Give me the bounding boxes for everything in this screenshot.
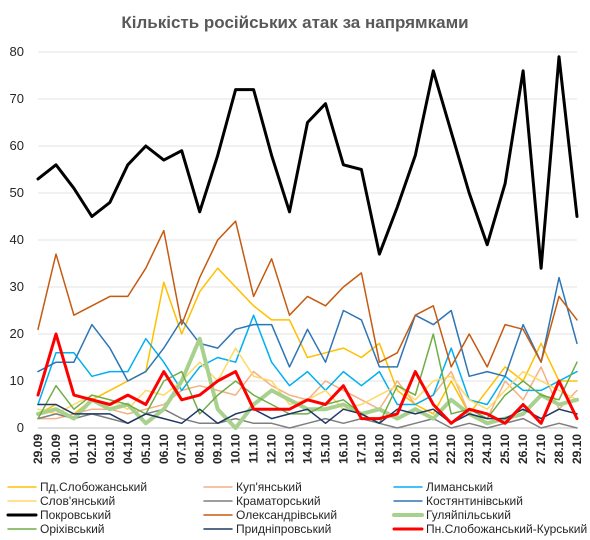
legend-label: Оріхівський [40,522,105,536]
x-tick-label: 15.10 [318,434,332,464]
x-tick-label: 02.10 [85,434,99,464]
x-tick-label: 06.10 [157,434,171,464]
legend-item: Пд.Слобожанський [7,480,147,494]
series-line-12 [36,332,579,425]
x-tick-label: 30.09 [49,434,63,464]
x-tick-label: 03.10 [103,434,117,464]
legend-label: Лиманський [426,480,493,494]
x-tick-label: 14.10 [301,434,315,464]
legend-item: Оріхівський [7,522,105,536]
legend-label: Пн.Слобожанський-Курський [426,522,587,536]
y-tick-label: 20 [10,326,24,341]
chart-title: Кількість російських атак за напрямками [121,13,468,32]
legend-label: Пд.Слобожанський [40,480,147,494]
legend-label: Придніпровський [236,522,331,536]
x-tick-label: 11.10 [247,434,261,464]
legend-label: Костянтинівський [426,494,523,508]
y-tick-label: 30 [10,279,24,294]
legend-label: Куп'янський [236,480,302,494]
x-tick-label: 27.10 [534,434,548,464]
series-line-7 [36,55,579,270]
legend-item: Куп'янський [203,480,302,494]
legend-item: Пн.Слобожанський-Курський [392,522,587,536]
x-tick-label: 05.10 [139,434,153,464]
legend-item: Покровський [6,508,111,522]
legend-label: Краматорський [236,494,321,508]
x-tick-label: 26.10 [516,434,530,464]
legend-item: Олександрівський [203,508,337,522]
x-tick-label: 04.10 [121,434,135,464]
legend-item: Костянтинівський [393,494,523,508]
x-tick-label: 23.10 [462,434,476,464]
series-line-8 [37,220,578,368]
legend-label: Слов'янський [40,494,115,508]
legend-label: Олександрівський [236,508,337,522]
y-tick-label: 40 [10,232,24,247]
x-tick-label: 25.10 [498,434,512,464]
y-tick-label: 80 [10,44,24,59]
y-tick-label: 0 [17,420,24,435]
legend-item: Придніпровський [203,522,331,536]
x-tick-label: 07.10 [175,434,189,464]
series-line-6 [37,276,578,382]
x-tick-label: 19.10 [390,434,404,464]
series-lines [36,55,579,430]
x-tick-label: 24.10 [480,434,494,464]
series-line-11 [37,403,578,425]
x-tick-label: 21.10 [426,434,440,464]
y-axis-ticks: 0 10 20 30 40 50 60 70 80 [10,44,24,435]
x-tick-label: 22.10 [444,434,458,464]
x-axis-ticks: 29.09 30.09 01.10 02.10 03.10 04.10 05.10 06.10… [31,434,584,464]
y-tick-label: 60 [10,138,24,153]
y-tick-label: 50 [10,185,24,200]
legend-item: Лиманський [393,480,493,494]
x-tick-label: 29.09 [31,434,45,464]
x-tick-label: 09.10 [211,434,225,464]
x-tick-label: 12.10 [265,434,279,464]
legend-label: Покровський [40,508,111,522]
series-line-1 [37,267,578,415]
x-tick-label: 10.10 [229,434,243,464]
legend-label: Гуляйпільський [426,508,511,522]
y-tick-label: 10 [10,373,24,388]
legend-item: Гуляйпільський [392,508,511,522]
x-tick-label: 13.10 [283,434,297,464]
x-tick-label: 29.10 [570,434,584,464]
series-line-3 [37,314,578,406]
x-tick-label: 18.10 [372,434,386,464]
y-tick-label: 70 [10,91,24,106]
legend-item: Краматорський [203,494,321,508]
x-tick-label: 17.10 [354,434,368,464]
legend-item: Слов'янський [7,494,115,508]
x-tick-label: 20.10 [408,434,422,464]
legend: Пд.Слобожанський Куп'янський Лиманський Сло… [6,480,587,536]
x-tick-label: 08.10 [193,434,207,464]
x-tick-label: 16.10 [336,434,350,464]
x-tick-label: 28.10 [552,434,566,464]
x-tick-label: 01.10 [67,434,81,464]
